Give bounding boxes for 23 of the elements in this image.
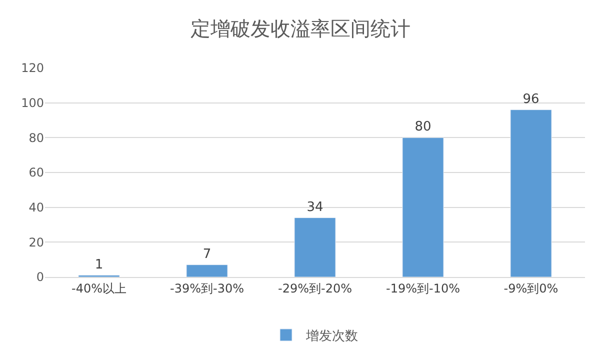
legend-label: 增发次数 — [305, 329, 358, 344]
data-label: 1 — [94, 257, 104, 272]
y-tick-label: 60 — [28, 166, 44, 180]
data-label: 96 — [522, 92, 540, 107]
y-tick-label: 120 — [21, 61, 44, 76]
y-tick-label: 80 — [28, 130, 44, 145]
x-tick-label: -40%以上 — [71, 281, 127, 296]
y-tick-label: 40 — [28, 200, 44, 215]
bar — [294, 218, 336, 277]
y-tick-label: 100 — [21, 96, 44, 110]
y-tick-label: 0 — [36, 270, 44, 284]
bar — [186, 264, 228, 277]
bar — [402, 137, 444, 277]
data-label: 34 — [306, 200, 324, 215]
data-label: 7 — [202, 246, 212, 262]
data-label: 80 — [414, 120, 432, 135]
x-tick-label: -9%到0% — [504, 281, 558, 296]
chart-title: 定增破发收溢率区间统计 — [190, 16, 410, 41]
bar — [510, 110, 552, 277]
y-tick-label: 20 — [28, 235, 44, 250]
x-tick-label: -19%到-10% — [386, 281, 460, 296]
x-tick-label: -39%到-30% — [170, 281, 244, 296]
x-tick-label: -29%到-20% — [278, 281, 352, 296]
